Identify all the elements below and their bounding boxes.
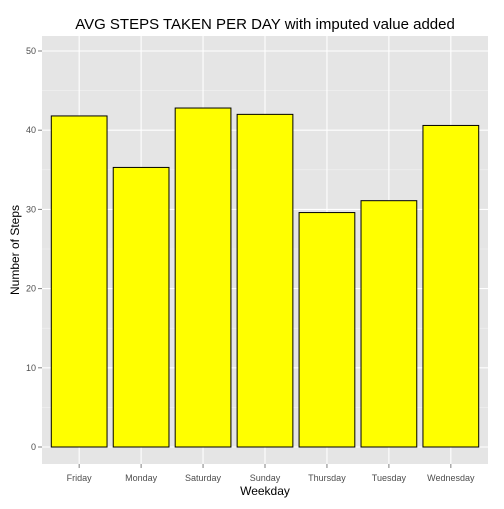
x-tick-label: Tuesday	[372, 473, 407, 483]
x-tick-label: Sunday	[250, 473, 281, 483]
bars	[50, 107, 480, 448]
x-tick-label: Monday	[125, 473, 158, 483]
x-tick-label: Friday	[67, 473, 93, 483]
x-axis-title: Weekday	[240, 484, 290, 498]
bar-friday	[50, 115, 108, 448]
y-tick-label: 20	[26, 284, 36, 294]
bar-tuesday	[360, 200, 418, 448]
bar-sunday	[236, 113, 294, 448]
y-tick-label: 50	[26, 46, 36, 56]
bar-thursday	[298, 212, 356, 448]
axes: 0 10 20 30 40 50 Friday Monday Saturday Sunday Thu…	[26, 46, 475, 483]
y-tick-label: 10	[26, 363, 36, 373]
y-tick-label: 0	[31, 442, 36, 452]
bar-saturday	[174, 107, 232, 448]
y-axis-title: Number of Steps	[8, 205, 22, 295]
bar-wednesday	[422, 124, 480, 448]
y-tick-label: 30	[26, 204, 36, 214]
bar-monday	[112, 166, 170, 448]
chart-title: AVG STEPS TAKEN PER DAY with imputed val…	[75, 16, 455, 33]
x-tick-label: Thursday	[308, 473, 346, 483]
x-tick-label: Saturday	[185, 473, 222, 483]
y-tick-label: 40	[26, 125, 36, 135]
x-tick-label: Wednesday	[427, 473, 475, 483]
